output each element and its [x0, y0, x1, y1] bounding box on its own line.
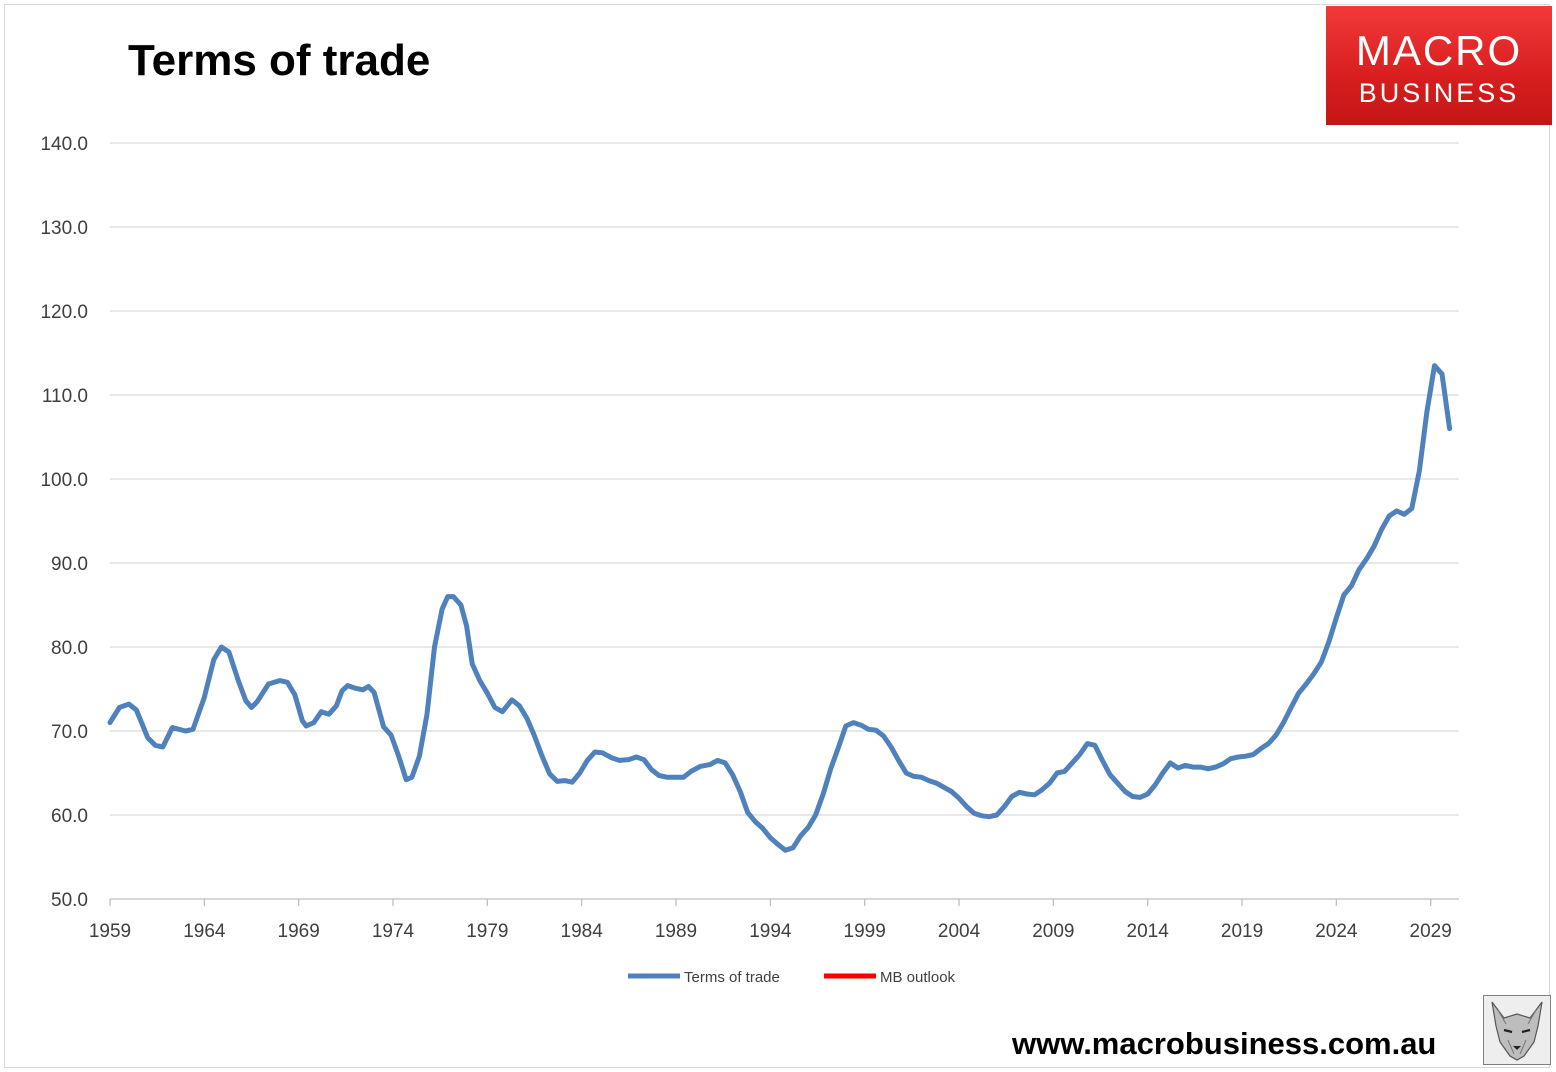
- x-tick-label: 1984: [561, 921, 604, 942]
- x-tick-label: 1994: [749, 921, 792, 942]
- x-tick-label: 2009: [1032, 921, 1074, 942]
- x-tick-label: 1964: [183, 921, 226, 942]
- chart-frame: [4, 4, 1550, 1068]
- y-tick-label: 70.0: [51, 722, 88, 743]
- x-tick-label: 1999: [844, 921, 886, 942]
- x-tick-label: 1969: [278, 921, 320, 942]
- wolf-logo-icon: [1483, 995, 1551, 1065]
- y-tick-label: 100.0: [40, 470, 88, 491]
- chart-title: Terms of trade: [128, 36, 431, 85]
- y-tick-label: 140.0: [40, 134, 88, 155]
- y-tick-label: 50.0: [51, 890, 88, 911]
- x-tick-label: 2004: [938, 921, 981, 942]
- x-tick-label: 2019: [1221, 921, 1263, 942]
- legend-label-1: Terms of trade: [684, 969, 780, 986]
- x-tick-label: 1989: [655, 921, 697, 942]
- y-tick-label: 80.0: [51, 638, 88, 659]
- y-tick-label: 120.0: [40, 302, 88, 323]
- logo-line-2: BUSINESS: [1358, 78, 1520, 108]
- y-tick-label: 90.0: [51, 554, 88, 575]
- x-tick-label: 2014: [1127, 921, 1170, 942]
- x-axis-ticks: 1959 1964 1969 1974 1979 1984 1989 1994 1999 2004…: [89, 921, 1452, 942]
- x-tick-label: 2029: [1410, 921, 1452, 942]
- series-line-1: [107, 363, 1453, 853]
- x-axis: [109, 898, 1459, 906]
- logo-line-1: MACRO: [1355, 27, 1523, 74]
- y-axis-ticks: 140.0 130.0 120.0 110.0 100.0 90.0 80.0 70.0 60.…: [40, 134, 88, 911]
- macrobusiness-logo[interactable]: MACRO BUSINESS: [1326, 6, 1552, 125]
- website-url[interactable]: www.macrobusiness.com.au: [1012, 1026, 1437, 1061]
- x-tick-label: 1974: [372, 921, 415, 942]
- y-tick-label: 130.0: [40, 218, 88, 239]
- legend: Terms of trade MB outlook: [628, 969, 956, 986]
- y-tick-label: 60.0: [51, 806, 88, 827]
- x-tick-label: 1979: [466, 921, 508, 942]
- y-tick-label: 110.0: [42, 386, 88, 407]
- wolf-icon: [1484, 996, 1550, 1064]
- series-lines: [107, 363, 1453, 853]
- gridlines: [110, 142, 1459, 816]
- legend-label-2: MB outlook: [880, 969, 956, 986]
- x-tick-label: 2024: [1315, 921, 1358, 942]
- x-tick-label: 1959: [89, 921, 131, 942]
